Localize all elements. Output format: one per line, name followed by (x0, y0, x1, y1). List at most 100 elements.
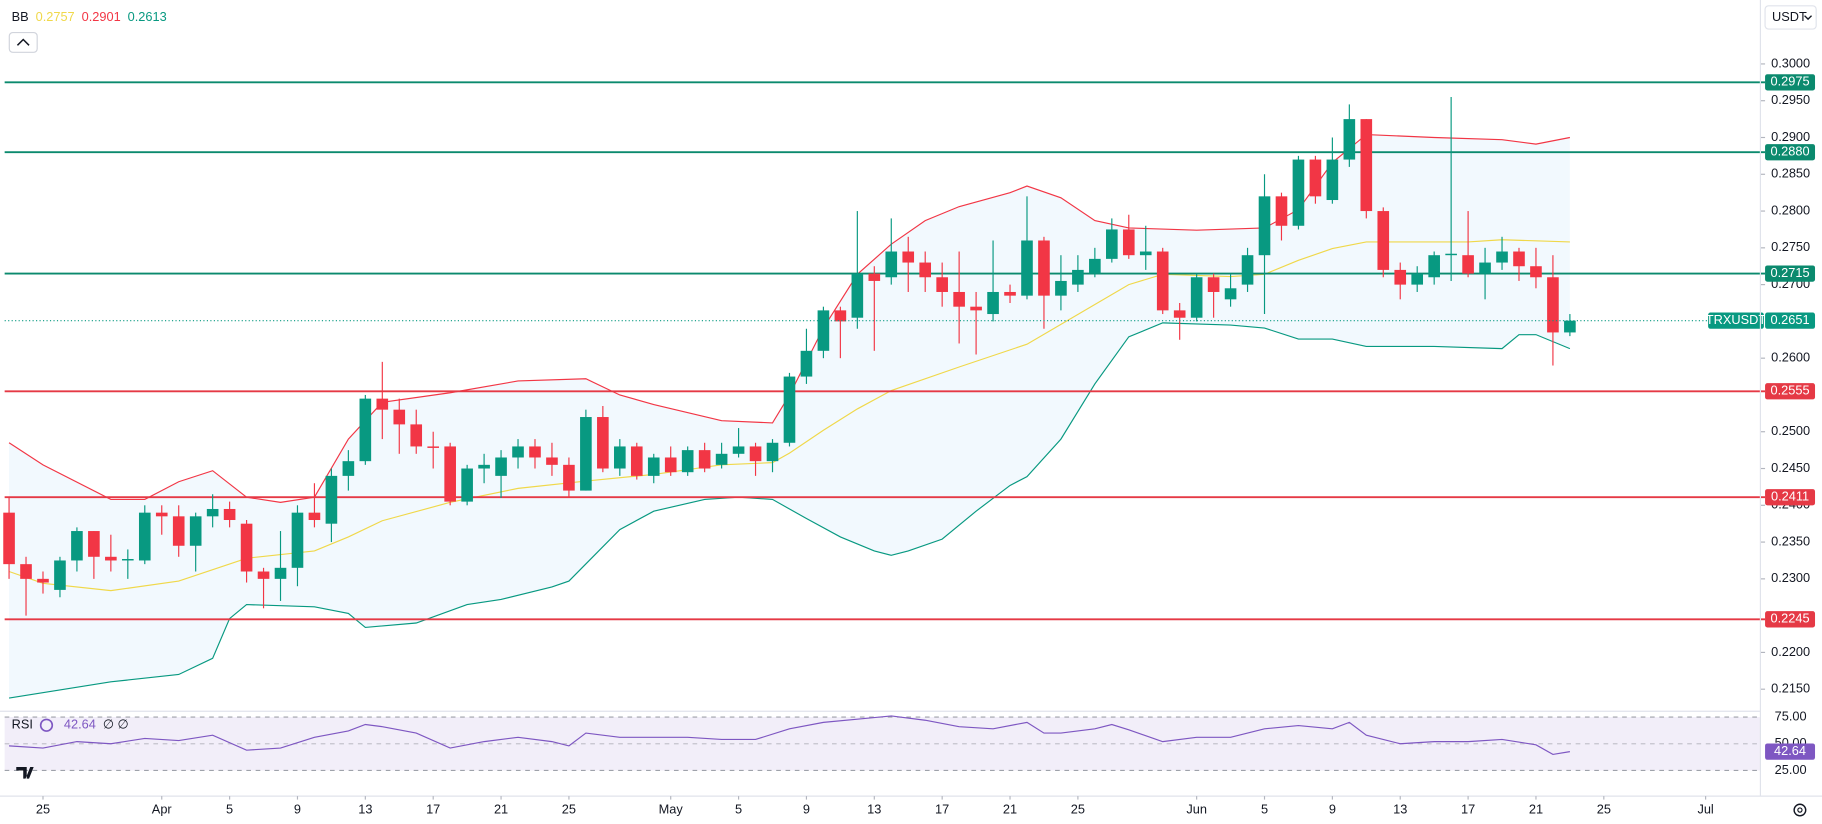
candle-body (461, 468, 473, 502)
candle-body (936, 277, 948, 292)
candle-body (681, 450, 694, 473)
candle-body (1190, 277, 1203, 318)
level-label: 0.2975 (1771, 74, 1810, 89)
y-tick-label: 0.2750 (1771, 239, 1810, 254)
y-tick-label: 0.2900 (1771, 129, 1810, 144)
candle-body (1326, 159, 1339, 201)
level-badge (1765, 144, 1816, 161)
candle-body (698, 450, 711, 469)
candle-body (376, 398, 389, 410)
level-badge (1765, 383, 1816, 400)
candle-body (563, 464, 575, 491)
currency-button[interactable] (1764, 5, 1817, 30)
settings-icon-center (1797, 807, 1803, 813)
candle-body (766, 442, 779, 462)
candle-body (529, 446, 541, 458)
candle-body (647, 457, 660, 476)
candle-body (817, 310, 830, 351)
candle-body (240, 523, 253, 572)
candle-body (749, 446, 762, 462)
candle-body (206, 508, 219, 517)
candle-body (1343, 119, 1356, 160)
x-tick-label: 13 (867, 801, 881, 816)
candle-body (1004, 291, 1016, 296)
x-tick-label: 5 (226, 801, 233, 816)
rsi-icon[interactable] (39, 718, 54, 732)
collapse-button[interactable] (8, 31, 38, 53)
x-tick-label: 25 (1071, 801, 1085, 816)
level-label: 0.2715 (1771, 265, 1810, 280)
x-tick-label: Jul (1697, 801, 1713, 816)
level-badge (1765, 489, 1816, 506)
indicator-value: 0.2613 (128, 9, 167, 24)
candle-body (1513, 251, 1525, 267)
indicator-value: 0.2901 (82, 9, 121, 24)
y-tick-label: 0.2800 (1771, 202, 1810, 217)
candle-body (1224, 288, 1237, 300)
candle-body (1547, 277, 1559, 333)
candle-body (1156, 251, 1169, 311)
x-tick-label: May (659, 801, 684, 816)
candle-body (1055, 280, 1067, 296)
y-tick-label: 0.2350 (1771, 533, 1810, 548)
candle-body (189, 516, 202, 546)
x-tick-label: 5 (735, 801, 742, 816)
band-line (8, 239, 1570, 592)
rsi-tick-label: 75.00 (1775, 708, 1807, 723)
x-tick-label: 25 (562, 801, 576, 816)
candle-body (325, 475, 338, 524)
rsi-params: ∅ ∅ (103, 717, 129, 732)
y-tick-label: 0.2950 (1771, 92, 1810, 107)
level-badge (1765, 611, 1816, 628)
candle-body (1394, 269, 1407, 285)
candle-body (1089, 258, 1101, 274)
level-label: 0.2880 (1771, 144, 1810, 159)
candle-body (715, 453, 728, 465)
candle-body (393, 409, 406, 425)
x-tick-label: Jun (1186, 801, 1207, 816)
candle-body (1462, 255, 1474, 274)
candle-body (1377, 211, 1390, 270)
rsi-tick-label: 25.00 (1775, 762, 1807, 777)
candle-body (359, 398, 372, 462)
candle-body (444, 446, 456, 502)
x-tick-label: 21 (494, 801, 508, 816)
candle-body (495, 457, 507, 476)
candle-body (868, 273, 881, 281)
x-tick-label: 5 (1261, 801, 1268, 816)
currency-chevron (1804, 15, 1813, 21)
candle-body (257, 571, 270, 579)
level-label: 0.2555 (1771, 383, 1810, 398)
y-tick-label: 0.2150 (1771, 681, 1810, 696)
candle-body (783, 376, 796, 443)
candle-body (664, 457, 677, 473)
candle-body (630, 446, 643, 476)
candle-body (478, 464, 490, 469)
band-line (8, 322, 1571, 699)
symbol-label: TRXUSDT (1706, 312, 1766, 327)
candle-body (1021, 240, 1033, 296)
candle-body (223, 508, 236, 521)
candle-body (1411, 273, 1424, 285)
candle-body (37, 578, 49, 583)
candle-body (342, 461, 355, 476)
settings-icon[interactable] (1793, 803, 1807, 817)
candle-body (953, 291, 965, 307)
currency: USDT (1772, 9, 1807, 24)
candle-body (1038, 240, 1050, 296)
x-tick-label: 17 (1461, 801, 1475, 816)
rsi-title: RSI (12, 717, 33, 732)
last-price-badge (1765, 312, 1816, 329)
x-tick-label: 13 (358, 801, 372, 816)
level-label: 0.2411 (1771, 489, 1809, 504)
candle-body (1072, 269, 1084, 285)
level-label: 0.2245 (1771, 611, 1810, 626)
candle-body (1360, 119, 1373, 212)
logo (16, 767, 34, 779)
y-tick-label: 0.3000 (1771, 55, 1810, 70)
x-tick-label: 9 (803, 801, 810, 816)
candle-body (1275, 196, 1288, 226)
